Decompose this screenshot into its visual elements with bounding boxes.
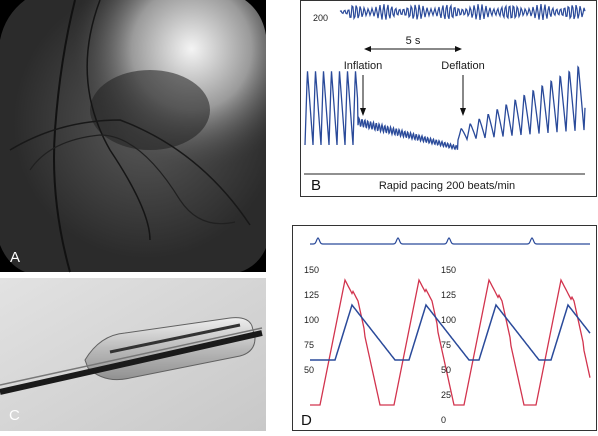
scale-label: 150 <box>441 265 456 275</box>
scale-label: 75 <box>441 340 451 350</box>
scale-label: 100 <box>441 315 456 325</box>
scale-label: 75 <box>304 340 314 350</box>
scale-label: 100 <box>304 315 319 325</box>
arrowhead <box>360 108 366 116</box>
scale-label: 50 <box>441 365 451 375</box>
rate-label: 200 <box>313 13 328 23</box>
panel-d: D 150 125 100 75 50 150 125 100 75 50 25 0 <box>292 225 597 431</box>
inflation-label: Inflation <box>344 60 383 72</box>
panel-label: A <box>10 249 20 266</box>
panel-frame <box>300 0 597 197</box>
scale-label: 125 <box>441 290 456 300</box>
fluoro-heart <box>90 70 210 150</box>
scale-label: 125 <box>304 290 319 300</box>
caption: Rapid pacing 200 beats/min <box>379 180 515 192</box>
deflation-label: Deflation <box>441 60 484 72</box>
panel-label: B <box>311 177 321 194</box>
wire <box>29 134 236 225</box>
trace <box>304 65 586 151</box>
catheter <box>0 330 263 395</box>
panel-b: 200 5 s Inflation Deflation Rapid pacing… <box>300 0 597 197</box>
arrowhead <box>460 108 466 116</box>
scale-label: 150 <box>304 265 319 275</box>
wire <box>9 119 251 226</box>
ecg-trace <box>310 237 590 245</box>
panel-a: A <box>0 0 266 273</box>
pressure-trace <box>310 303 591 361</box>
panel-label: C <box>9 407 20 424</box>
scale-label: 50 <box>304 365 314 375</box>
catheter-shaft <box>0 327 263 386</box>
pressure-trace <box>310 278 591 406</box>
trace <box>339 3 586 21</box>
scale-label: 0 <box>441 415 446 425</box>
panel-c: C <box>0 278 266 431</box>
panel-label: D <box>301 412 312 429</box>
interval-label: 5 s <box>406 35 421 47</box>
marker <box>109 323 241 354</box>
wire <box>86 0 151 241</box>
scale-label: 25 <box>441 390 451 400</box>
